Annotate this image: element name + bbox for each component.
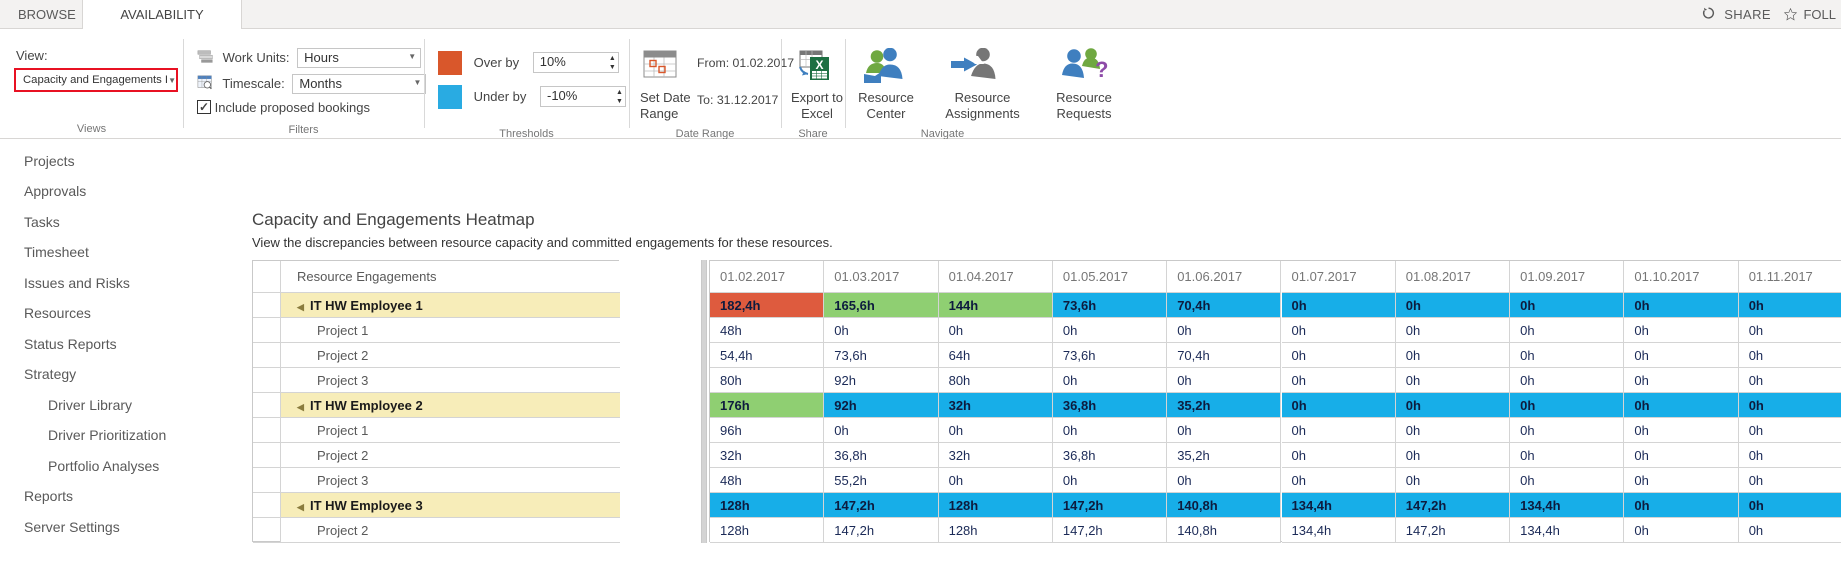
svg-text:X: X xyxy=(815,58,823,72)
svg-text:?: ? xyxy=(1095,57,1108,82)
